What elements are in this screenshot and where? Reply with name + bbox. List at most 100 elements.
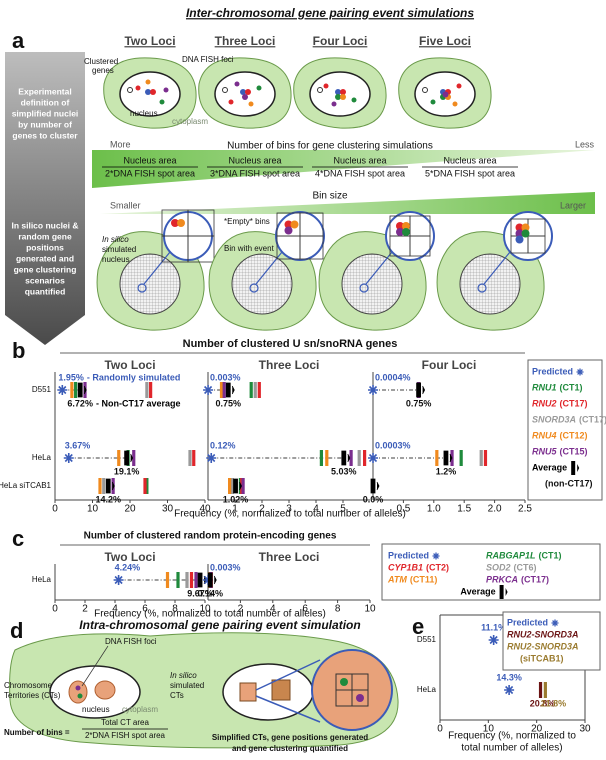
value-label: 6.72% <box>67 398 93 408</box>
label: genes <box>92 66 114 75</box>
gene-marker <box>70 382 74 398</box>
gene-marker <box>194 572 198 588</box>
empty-focus <box>317 87 323 93</box>
x-axis-label: total number of alleles) <box>461 743 562 754</box>
gene-marker <box>188 450 192 466</box>
gene-marker <box>483 450 488 466</box>
legend-label: RABGAP1L <box>486 550 536 560</box>
label: DNA FISH foci <box>182 55 234 64</box>
predicted-marker <box>57 385 68 395</box>
panel-title: Number of clustered U sn/snoRNA genes <box>183 338 398 350</box>
ratio-numerator: Nucleus area <box>228 155 281 165</box>
label: Total CT area <box>101 718 149 727</box>
value-label: 1.2% <box>436 466 457 476</box>
value-label: 0.0004% <box>375 372 411 382</box>
gene-marker <box>222 382 226 398</box>
cluster <box>335 89 341 95</box>
focus <box>159 99 165 105</box>
x-tick-label: 8 <box>172 604 178 615</box>
cluster <box>240 89 246 95</box>
legend-symbol <box>432 552 440 560</box>
x-tick-label: 6 <box>142 604 148 615</box>
focus <box>135 85 141 91</box>
x-tick-label: 0 <box>52 504 58 515</box>
cluster <box>340 94 346 100</box>
zoom-line <box>255 251 283 285</box>
gene <box>396 228 404 236</box>
value-label: 0.0% <box>363 494 384 504</box>
predicted-marker <box>368 385 379 395</box>
zoom-line <box>365 251 393 285</box>
panel-d: d Intra-chromosomal gene pairing event s… <box>4 618 399 753</box>
gene <box>515 235 524 244</box>
gene-marker <box>241 478 245 494</box>
x-tick-label: 8 <box>335 604 341 615</box>
territory <box>239 682 257 702</box>
focus <box>77 693 83 699</box>
panel-a: a Inter-chromosomal gene pairing event s… <box>5 6 595 345</box>
value-label: 9.67% <box>187 588 213 598</box>
side-text: Experimental <box>18 86 71 96</box>
gene-marker <box>349 450 353 466</box>
gene <box>340 678 348 686</box>
value-label: 1.02% <box>223 494 249 504</box>
simulated-nucleus <box>231 253 293 315</box>
subplot-title: Three Loci <box>259 550 320 564</box>
ratios: Nucleus area 2*DNA FISH spot area Nucleus … <box>102 155 518 178</box>
legend-label: Predicted <box>388 550 429 560</box>
legend: Predicted RABGAP1L (CT1)CYP1B1 (CT2) SOD2 (CT… <box>381 543 601 601</box>
label: Territories (CTs) <box>4 691 61 700</box>
average-marker <box>124 450 134 466</box>
subplot-title: Three Loci <box>259 358 320 372</box>
x-tick-label: 4 <box>270 604 276 615</box>
category-label: D551 <box>32 385 52 394</box>
predicted-marker <box>368 453 379 463</box>
x-tick-label: 2.0 <box>488 504 502 515</box>
label: nucleus <box>130 109 158 118</box>
gene-marker <box>479 450 483 466</box>
side-text: scenarios <box>25 275 65 285</box>
ratio-numerator: Nucleus area <box>123 155 176 165</box>
side-text: definition of <box>21 97 70 107</box>
label: Number of bins for gene clustering simul… <box>227 141 433 152</box>
nucleus <box>222 663 314 721</box>
gene <box>402 222 410 230</box>
ratio-denominator: 2*DNA FISH spot area <box>105 168 195 178</box>
legend-label: Predicted <box>532 366 573 376</box>
label: Bin size <box>312 191 347 202</box>
gene-marker <box>132 450 136 466</box>
predicted-marker <box>206 453 217 463</box>
x-tick-label: 10 <box>199 604 211 615</box>
bottom-cells <box>96 209 553 331</box>
cluster <box>442 91 449 98</box>
gene-marker <box>149 382 153 398</box>
legend-label: RNU2-SNORD3A <box>507 629 579 639</box>
legend-chromosome: (CT12) <box>560 430 588 440</box>
legend-box <box>502 611 601 671</box>
ratio-denominator: 4*DNA FISH spot area <box>315 168 405 178</box>
legend-label: RNU4 <box>532 430 557 440</box>
value-label: 5.03% <box>331 466 357 476</box>
empty-focus <box>127 87 133 93</box>
side-arrow <box>5 52 85 345</box>
side-text: In silico nuclei & <box>11 220 78 230</box>
simulated-nucleus <box>459 253 521 315</box>
side-text: quantified <box>25 286 66 296</box>
label: In silico <box>102 235 129 244</box>
focus <box>351 97 357 103</box>
value-label: 0.12% <box>210 440 236 450</box>
legend-label: SNORD3A <box>532 414 576 424</box>
legend-label: CYP1B1 <box>388 562 423 572</box>
label: Bin with event <box>224 244 275 253</box>
cluster <box>150 89 156 95</box>
focus <box>331 101 337 107</box>
focus <box>248 101 254 107</box>
locus-header: Two Loci <box>124 34 175 48</box>
label: 2*DNA FISH spot area <box>85 731 166 740</box>
legend-chromosome: (CT1) <box>560 382 583 392</box>
gene <box>177 219 185 227</box>
panel-letter: c <box>12 526 24 551</box>
label: In silico <box>170 671 197 680</box>
empty-focus <box>422 87 428 93</box>
legend-symbol <box>576 368 584 376</box>
